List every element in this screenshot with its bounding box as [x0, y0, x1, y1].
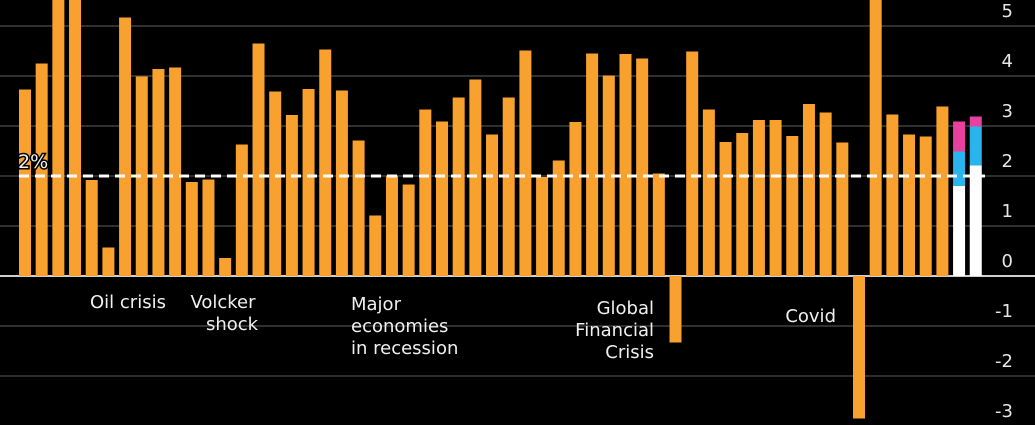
bar-actual: [436, 121, 448, 276]
annotation-line: in recession: [351, 338, 458, 359]
bar-actual: [185, 182, 198, 276]
annotation-line: economies: [351, 316, 448, 337]
bar-forecast-base: [953, 186, 966, 276]
y-tick-label: 5: [1002, 1, 1013, 22]
bar-actual: [335, 90, 348, 276]
bar-actual: [369, 215, 382, 276]
bar-actual: [819, 112, 832, 276]
bar-actual: [836, 142, 849, 276]
bar-actual: [769, 120, 782, 276]
bar-actual: [886, 114, 899, 276]
bar-actual: [119, 17, 132, 276]
annotation-covid: Covid: [785, 306, 836, 327]
y-tick-label: 1: [1002, 201, 1013, 222]
bar-actual: [219, 258, 232, 276]
bar-actual: [85, 180, 98, 276]
bar-actual: [385, 175, 398, 276]
bars: [19, 0, 982, 419]
bar-actual: [569, 122, 582, 276]
bar-actual: [152, 69, 165, 276]
bar-actual: [419, 109, 432, 276]
y-tick-label: -1: [995, 301, 1013, 322]
annotation-oil-crisis: Oil crisis: [90, 292, 166, 313]
y-tick-label: -2: [995, 351, 1013, 372]
bar-actual: [302, 89, 315, 276]
bar-actual: [669, 276, 682, 343]
bar-actual: [869, 0, 882, 276]
bar-forecast-mid: [953, 151, 966, 186]
bar-actual: [552, 160, 565, 276]
bar-actual: [903, 134, 916, 276]
annotation-line: Covid: [785, 306, 836, 327]
bar-actual: [702, 109, 715, 276]
bar-actual: [135, 76, 148, 276]
bar-actual: [319, 49, 332, 276]
bar-actual: [269, 91, 282, 276]
bar-actual: [235, 144, 248, 276]
annotation-line: Oil crisis: [90, 292, 166, 313]
bar-actual: [853, 276, 865, 419]
bar-actual: [402, 184, 415, 276]
y-tick-label: 3: [1002, 101, 1013, 122]
bar-actual: [35, 63, 48, 276]
bar-actual: [169, 67, 182, 276]
bar-actual: [786, 136, 799, 276]
bar-forecast-top: [953, 121, 966, 152]
bar-actual: [102, 247, 115, 276]
bar-actual: [602, 75, 615, 276]
bar-actual: [252, 43, 265, 276]
bar-forecast-top: [969, 116, 982, 127]
bar-actual: [519, 50, 532, 276]
bar-actual: [936, 106, 949, 276]
annotation-line: shock: [206, 314, 259, 335]
annotation-volcker-shock: Volcker shock: [190, 292, 258, 335]
bar-actual: [536, 177, 549, 276]
y-axis-ticks: 5 4 3 2 1 0 -1 -2 -3: [995, 1, 1013, 422]
y-tick-label: -3: [995, 401, 1013, 422]
bar-actual: [452, 97, 465, 276]
bar-actual: [52, 0, 65, 276]
annotation-line: Volcker: [190, 292, 256, 313]
bar-actual: [636, 58, 649, 276]
bar-actual: [19, 89, 31, 276]
bar-actual: [736, 133, 749, 276]
bar-actual: [285, 115, 298, 276]
bar-actual: [686, 51, 699, 276]
bar-forecast-base: [969, 165, 982, 276]
bar-actual: [352, 140, 365, 276]
bar-actual: [469, 79, 482, 276]
bar-actual: [619, 54, 632, 276]
annotation-global-financial-crisis: Global Financial Crisis: [575, 298, 654, 363]
bar-actual: [486, 134, 499, 276]
annotation-line: Major: [351, 294, 402, 315]
y-tick-label: 2: [1002, 151, 1013, 172]
bar-actual: [719, 142, 732, 276]
y-tick-label: 0: [1002, 251, 1013, 272]
annotation-line: Crisis: [605, 342, 654, 363]
y-tick-label: 4: [1002, 51, 1013, 72]
bar-actual: [502, 97, 515, 276]
bar-actual: [652, 173, 665, 276]
target-label: 2%: [18, 151, 48, 173]
annotation-major-economies-recession: Major economies in recession: [351, 294, 458, 359]
annotation-line: Financial: [575, 320, 654, 341]
bar-actual: [586, 53, 599, 276]
bar-actual: [69, 0, 82, 276]
bar-actual: [919, 136, 932, 276]
annotation-line: Global: [597, 298, 654, 319]
bar-actual: [802, 104, 815, 276]
bar-forecast-mid: [969, 126, 982, 166]
bar-actual: [752, 120, 765, 276]
bar-actual: [202, 179, 215, 276]
